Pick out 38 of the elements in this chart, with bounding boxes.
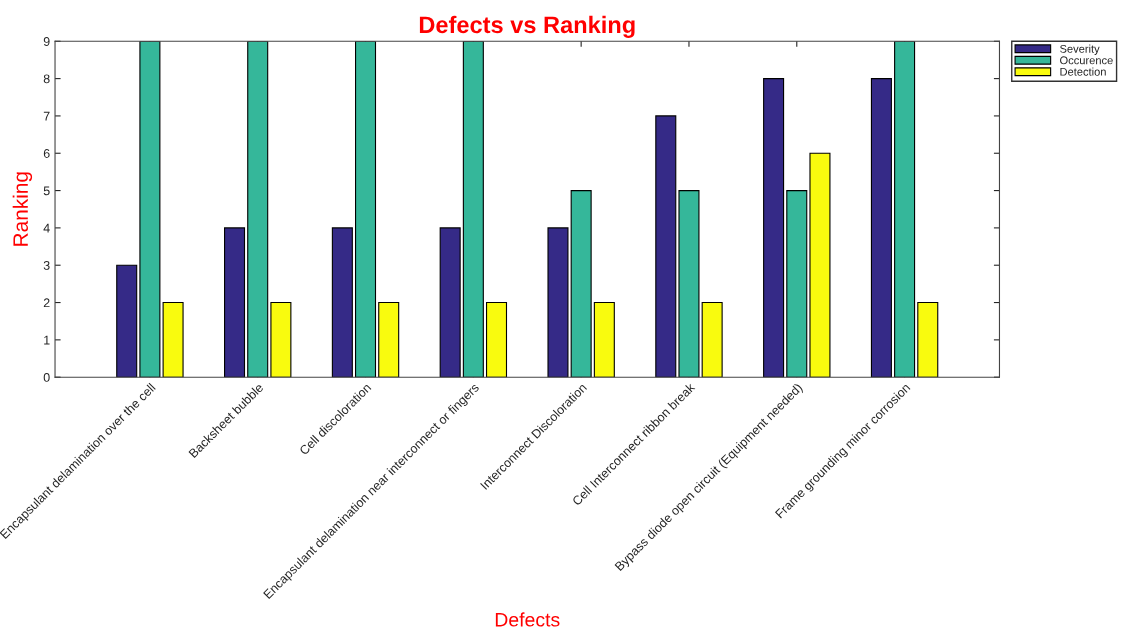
y-tick-label: 3 <box>43 261 50 270</box>
bar <box>270 301 292 378</box>
bar <box>331 227 353 378</box>
bar <box>462 41 484 378</box>
bar <box>809 152 831 378</box>
y-axis-title: Ranking <box>12 172 33 246</box>
bar <box>570 190 592 378</box>
y-tick-label: 0 <box>43 372 50 382</box>
x-axis-title: Defects <box>495 612 560 627</box>
legend-label: Occurence <box>1060 56 1113 65</box>
bar <box>547 227 569 378</box>
bar <box>917 301 939 378</box>
y-tick-label: 4 <box>43 223 50 233</box>
legend-label: Severity <box>1060 44 1100 55</box>
bar <box>439 227 461 378</box>
bar <box>355 41 377 378</box>
y-tick-label: 7 <box>43 111 50 121</box>
y-tick-label: 6 <box>43 149 50 158</box>
y-tick-label: 1 <box>44 335 50 345</box>
bar <box>894 41 916 378</box>
chart-title: Defects vs Ranking <box>419 15 635 38</box>
y-tick-label: 2 <box>43 298 50 308</box>
bar <box>678 190 700 378</box>
y-tick-label: 8 <box>43 74 50 84</box>
bar <box>247 41 269 378</box>
y-tick-label: 9 <box>43 37 50 46</box>
bar <box>701 301 723 378</box>
bar <box>870 78 892 378</box>
bar <box>485 301 508 378</box>
bar <box>224 227 246 378</box>
bar <box>763 78 785 378</box>
y-tick-label: 5 <box>43 186 50 196</box>
legend-label: Detection <box>1060 67 1106 76</box>
bar <box>655 115 677 378</box>
bar <box>786 190 808 378</box>
bar <box>116 264 138 378</box>
bar <box>378 301 400 378</box>
bar <box>593 301 615 378</box>
